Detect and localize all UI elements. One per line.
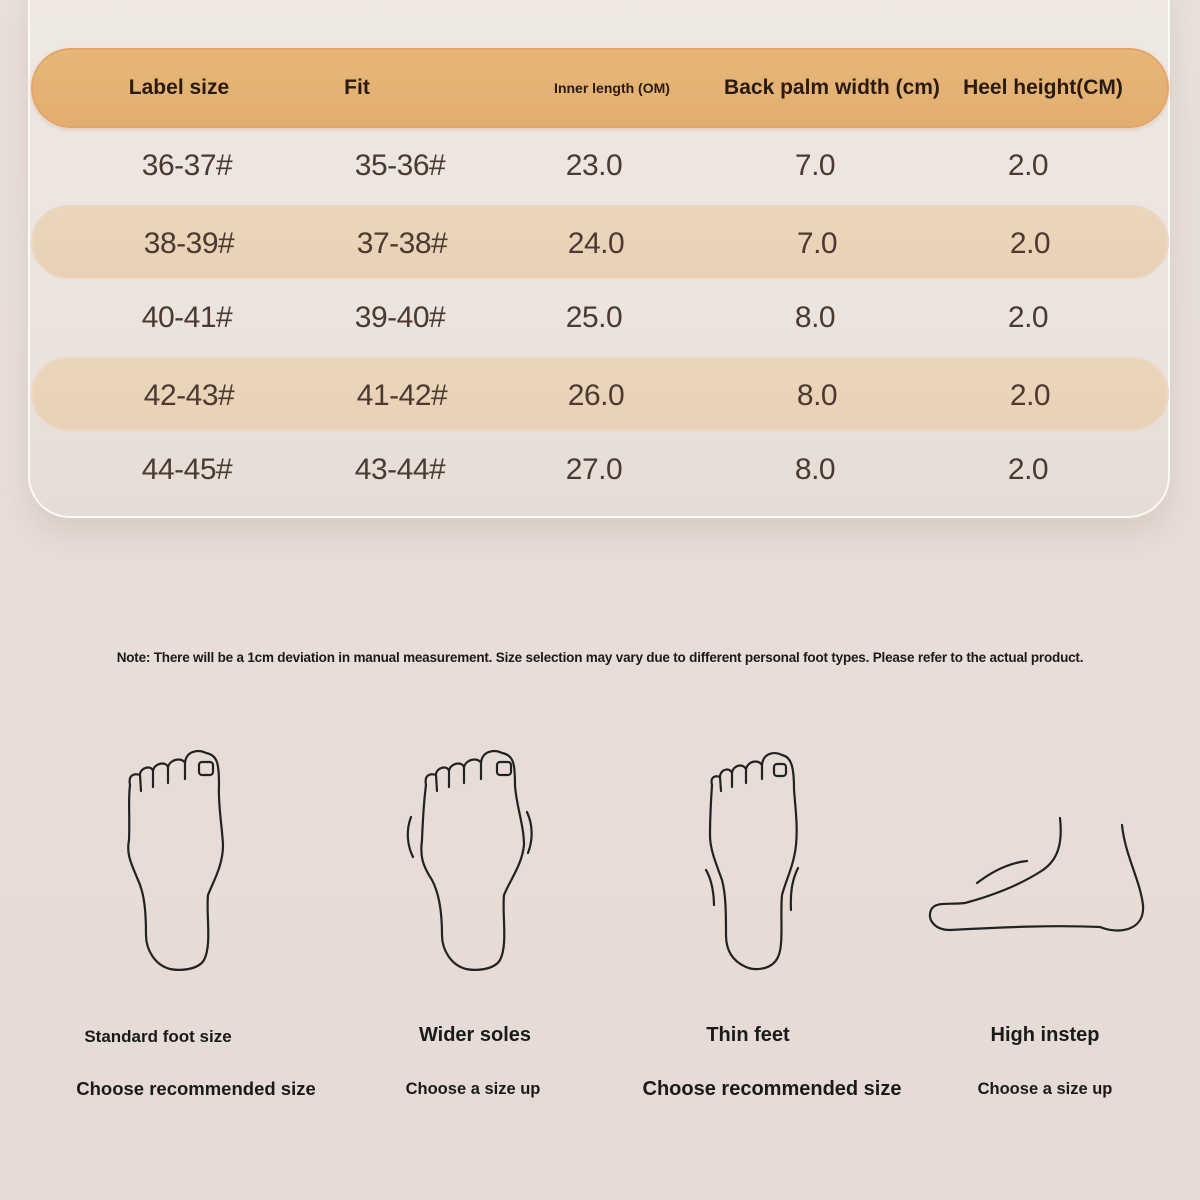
measurement-note: Note: There will be a 1cm deviation in m… bbox=[116, 650, 1084, 665]
table-cell: 37-38# bbox=[356, 227, 448, 260]
thin-foot-icon bbox=[704, 752, 800, 971]
table-cell: 39-40# bbox=[354, 301, 446, 334]
table-cell: 7.0 bbox=[794, 149, 836, 182]
header-inner-length: Inner length (OM) bbox=[554, 80, 670, 96]
table-row: 38-39# 37-38# 24.0 7.0 2.0 bbox=[31, 205, 1169, 279]
table-cell: 25.0 bbox=[565, 301, 623, 334]
table-cell: 2.0 bbox=[1009, 227, 1051, 260]
header-back-palm-width: Back palm width (cm) bbox=[724, 76, 940, 99]
table-cell: 40-41# bbox=[141, 301, 233, 334]
table-cell: 8.0 bbox=[796, 379, 838, 412]
table-cell: 26.0 bbox=[567, 379, 625, 412]
foot-type-advice: Choose recommended size bbox=[76, 1078, 316, 1099]
foot-type-title: Standard foot size bbox=[84, 1027, 232, 1046]
standard-foot-icon bbox=[127, 750, 225, 971]
table-cell: 2.0 bbox=[1007, 149, 1049, 182]
table-cell: 27.0 bbox=[565, 453, 623, 486]
table-cell: 38-39# bbox=[143, 227, 235, 260]
table-cell: 7.0 bbox=[796, 227, 838, 260]
foot-type-advice: Choose a size up bbox=[977, 1080, 1113, 1098]
table-cell: 35-36# bbox=[354, 149, 446, 182]
table-row: 40-41# 39-40# 25.0 8.0 2.0 bbox=[31, 281, 1169, 355]
table-row: 44-45# 43-44# 27.0 8.0 2.0 bbox=[31, 433, 1169, 507]
table-cell: 36-37# bbox=[141, 149, 233, 182]
table-row: 36-37# 35-36# 23.0 7.0 2.0 bbox=[31, 129, 1169, 203]
table-header: Label size Fit Inner length (OM) Back pa… bbox=[31, 48, 1169, 128]
table-cell: 8.0 bbox=[794, 301, 836, 334]
table-row: 42-43# 41-42# 26.0 8.0 2.0 bbox=[31, 357, 1169, 431]
table-cell: 42-43# bbox=[143, 379, 235, 412]
table-cell: 2.0 bbox=[1007, 301, 1049, 334]
table-cell: 43-44# bbox=[354, 453, 446, 486]
high-instep-foot-icon bbox=[928, 816, 1145, 932]
table-cell: 24.0 bbox=[567, 227, 625, 260]
table-cell: 2.0 bbox=[1007, 453, 1049, 486]
table-cell: 44-45# bbox=[141, 453, 233, 486]
foot-type-title: Wider soles bbox=[418, 1024, 532, 1046]
table-cell: 8.0 bbox=[794, 453, 836, 486]
table-cell: 41-42# bbox=[356, 379, 448, 412]
header-fit: Fit bbox=[344, 76, 370, 99]
header-label-size: Label size bbox=[128, 76, 230, 99]
foot-type-advice: Choose recommended size bbox=[642, 1078, 902, 1100]
wide-foot-icon bbox=[406, 750, 533, 971]
foot-type-title: High instep bbox=[990, 1024, 1100, 1046]
header-heel-height: Heel height(CM) bbox=[963, 76, 1123, 99]
table-cell: 23.0 bbox=[565, 149, 623, 182]
foot-type-advice: Choose a size up bbox=[405, 1080, 541, 1098]
foot-type-title: Thin feet bbox=[706, 1024, 790, 1046]
table-cell: 2.0 bbox=[1009, 379, 1051, 412]
